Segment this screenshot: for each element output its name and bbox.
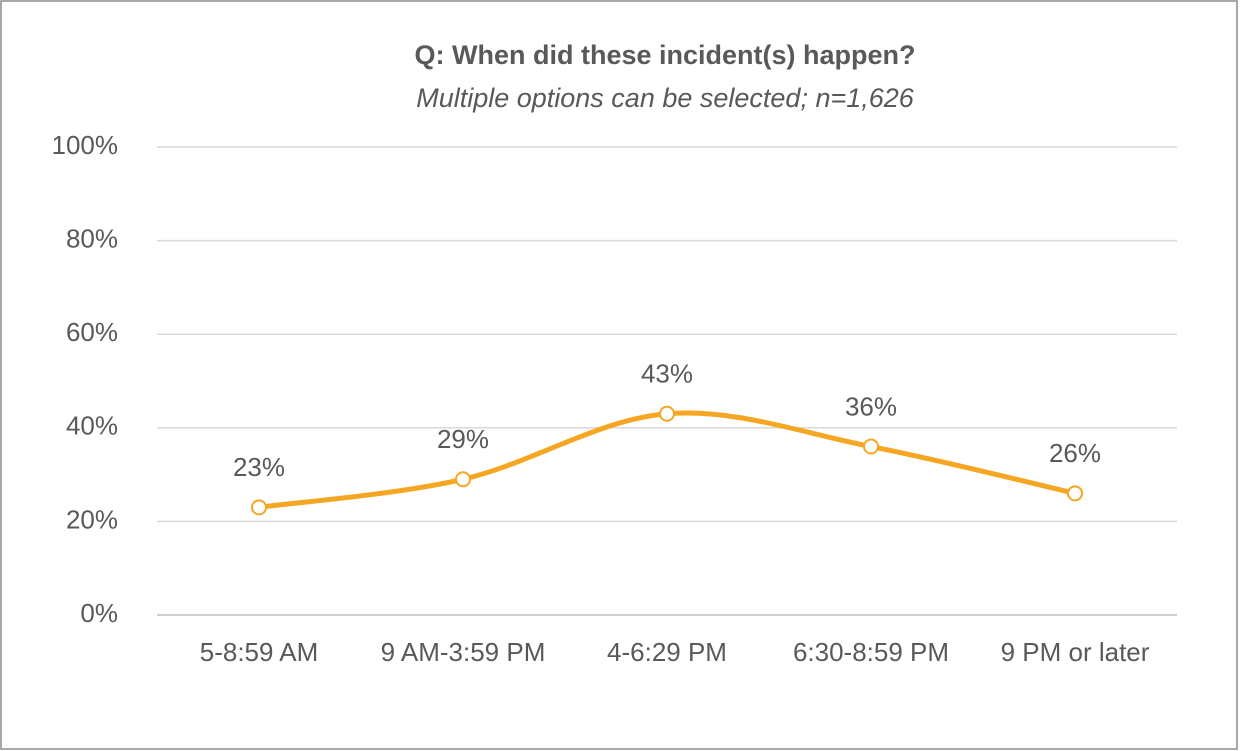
- x-tick-label: 5-8:59 AM: [199, 637, 319, 667]
- x-tick-label: 6:30-8:59 PM: [792, 637, 950, 667]
- marker: [1067, 485, 1083, 502]
- y-tick-label: 80%: [66, 223, 118, 253]
- data-label: 29%: [437, 424, 489, 454]
- marker: [251, 499, 267, 516]
- y-tick-label: 0%: [80, 598, 118, 628]
- chart-title: Q: When did these incident(s) happen?: [414, 40, 915, 70]
- marker: [659, 405, 675, 422]
- x-tick-label: 9 AM-3:59 PM: [380, 637, 546, 667]
- chart-subtitle: Multiple options can be selected; n=1,62…: [416, 83, 915, 113]
- y-tick-label: 20%: [66, 504, 118, 534]
- data-label: 36%: [845, 391, 897, 421]
- y-tick-label: 100%: [52, 130, 119, 160]
- data-label: 23%: [233, 452, 285, 482]
- marker: [455, 471, 471, 488]
- data-label: 26%: [1049, 438, 1101, 468]
- y-tick-label: 40%: [66, 411, 118, 441]
- x-tick-label: 4-6:29 PM: [607, 637, 727, 667]
- data-label: 43%: [641, 359, 693, 389]
- x-tick-label: 9 PM or later: [1000, 637, 1150, 667]
- marker: [863, 438, 879, 455]
- y-tick-label: 60%: [66, 317, 118, 347]
